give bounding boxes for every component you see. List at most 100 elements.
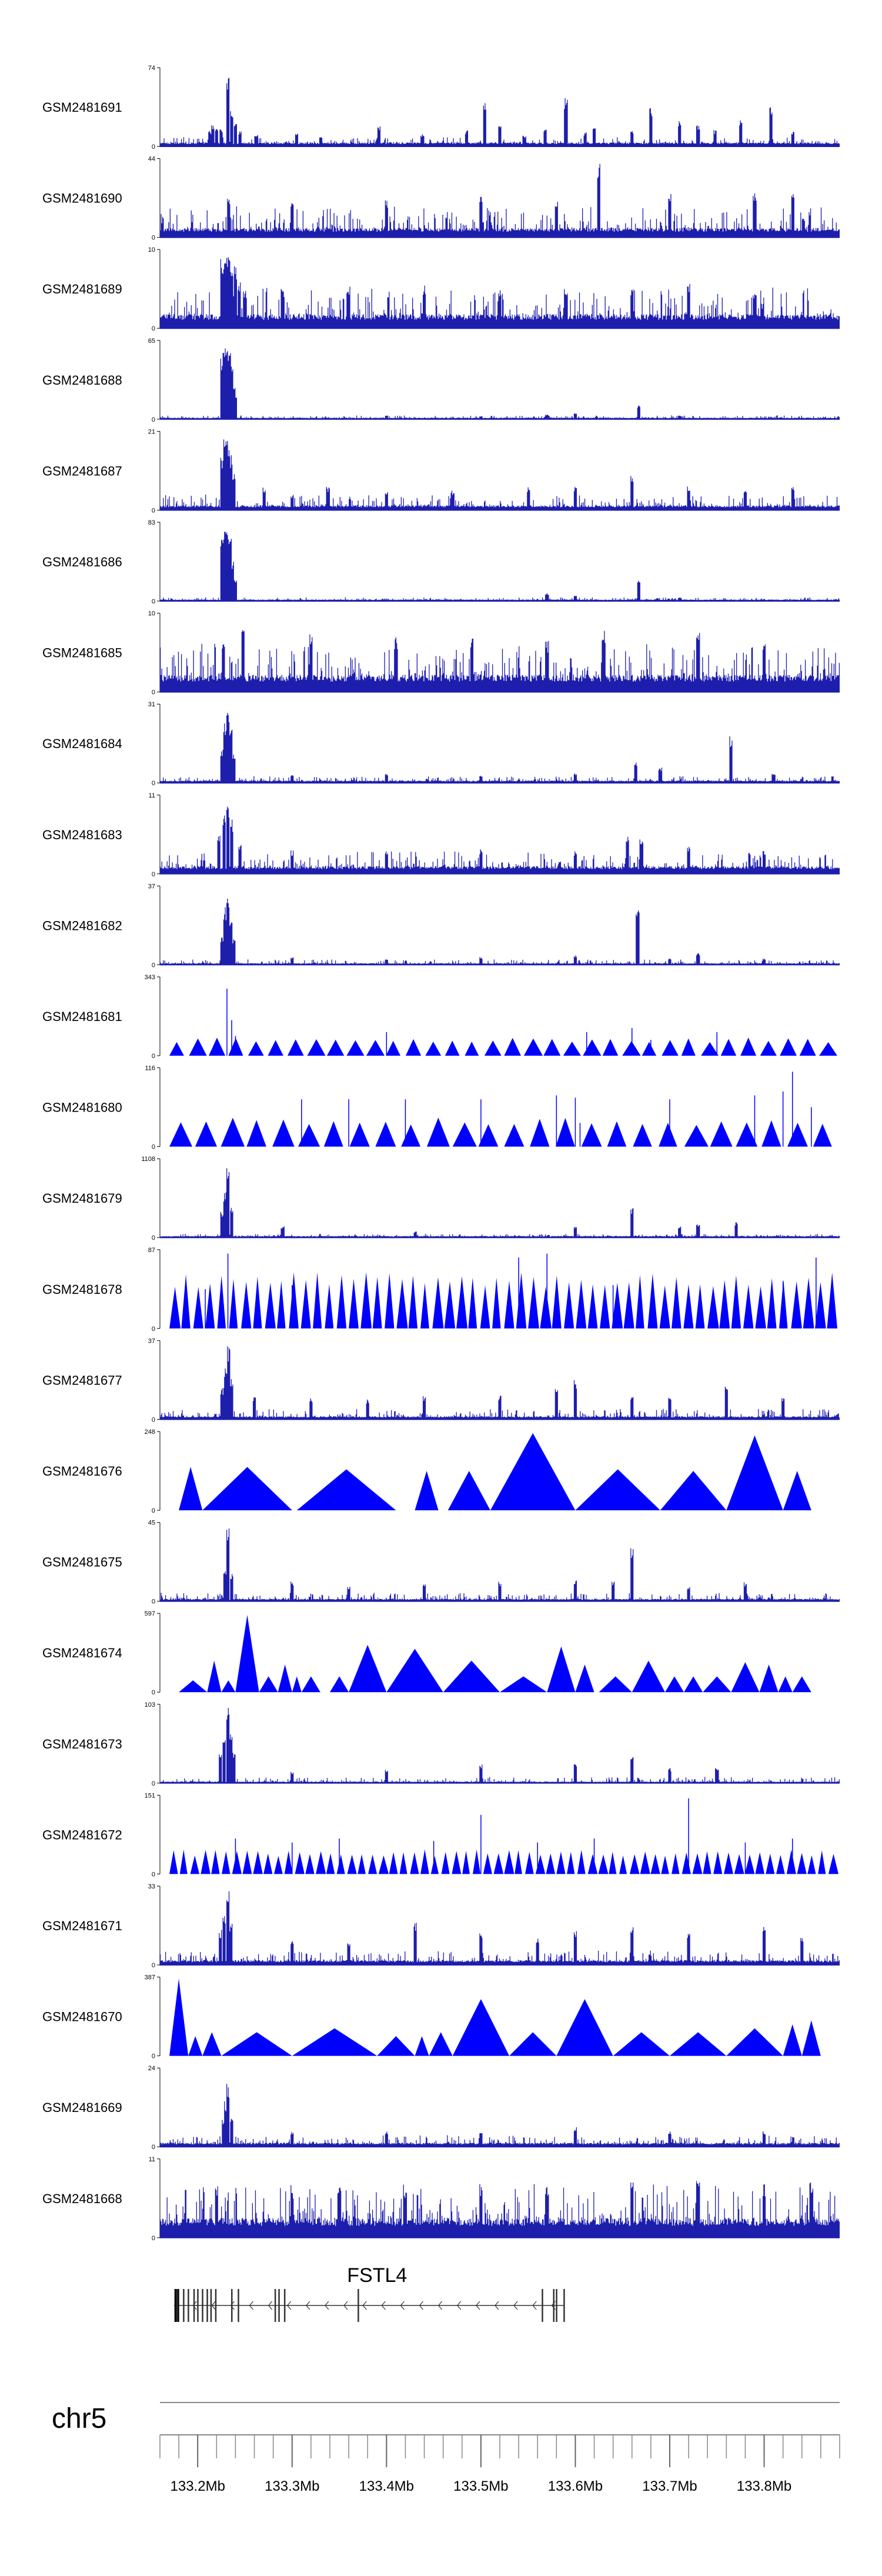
peak-triangle [640, 1851, 650, 1874]
strand-arrow [230, 2301, 235, 2310]
peak-triangle [726, 2028, 783, 2056]
peak-triangle [815, 1282, 826, 1329]
peak-triangle [736, 1122, 758, 1147]
gene-exon [206, 2289, 208, 2322]
strand-arrow [532, 2301, 537, 2310]
peak-triangle [707, 1286, 719, 1329]
peak-triangle [325, 1284, 334, 1329]
axis-tick-label: 133.6Mb [548, 2478, 603, 2494]
peak-triangle [480, 1285, 490, 1329]
peak-triangle [575, 1664, 594, 1693]
track-label: GSM2481685 [42, 646, 122, 660]
peak-triangle [292, 2028, 377, 2056]
gene-exon [283, 2289, 286, 2322]
strand-arrow [325, 2301, 329, 2310]
y-max-label: 21 [148, 428, 155, 435]
peak-triangle [221, 1680, 236, 1693]
peak-triangle [462, 1851, 470, 1874]
track-label: GSM2481691 [42, 100, 122, 115]
track-label: GSM2481689 [42, 282, 122, 296]
peak-triangle [296, 1469, 396, 1510]
gene-exon [238, 2289, 239, 2322]
track-label: GSM2481673 [42, 1737, 122, 1751]
peak-triangle [405, 1039, 422, 1056]
peak-triangle [671, 1277, 681, 1329]
peak-triangle [268, 1040, 283, 1056]
peak-triangle [575, 1469, 660, 1510]
peak-triangle [587, 1284, 598, 1329]
axis-tick-label: 133.7Mb [642, 2478, 697, 2494]
y-max-label: 10 [148, 246, 155, 253]
peak-triangle [552, 1275, 562, 1329]
peak-triangle [425, 1042, 442, 1056]
gene-exon [210, 2289, 212, 2322]
peak-triangle [248, 1041, 264, 1056]
track-label: GSM2481676 [42, 1464, 122, 1479]
peak-triangle [386, 1649, 443, 1693]
y-min-label: 0 [152, 1053, 155, 1060]
gene-exon [542, 2289, 543, 2322]
peak-triangle [509, 2032, 557, 2056]
peak-triangle [695, 1284, 705, 1329]
peak-triangle [783, 2024, 802, 2056]
track-gsm2481672: GSM2481672 151 0 [42, 1792, 838, 1878]
peak-triangle [259, 1676, 278, 1693]
y-max-label: 248 [145, 1429, 155, 1436]
peak-triangle [193, 1287, 203, 1329]
peak-triangle [447, 1471, 490, 1510]
peak-triangle [642, 1042, 657, 1056]
peak-triangle [346, 1040, 365, 1056]
peak-triangle [366, 1040, 385, 1056]
peak-triangle [169, 1287, 181, 1329]
strand-arrow [513, 2301, 518, 2310]
peak-triangle [743, 1284, 754, 1329]
gene-exon [556, 2289, 557, 2322]
peak-triangle [445, 1040, 460, 1056]
peak-triangle [336, 1274, 347, 1329]
gene-track: FSTL4 [174, 2264, 565, 2322]
track-label: GSM2481687 [42, 463, 122, 478]
y-max-label: 151 [145, 1792, 155, 1799]
y-max-label: 1108 [141, 1156, 155, 1163]
strand-arrow [400, 2301, 405, 2310]
peak-triangle [681, 1852, 691, 1874]
axis-tick-label: 133.8Mb [737, 2478, 791, 2494]
peak-triangle [797, 1853, 807, 1874]
gene-exon [358, 2289, 359, 2322]
peak-triangle [307, 1039, 326, 1056]
peak-triangle [547, 1646, 576, 1693]
coverage-bars [159, 1891, 840, 1965]
y-min-label: 0 [152, 1416, 155, 1423]
strand-arrow [306, 2301, 310, 2310]
peak-triangle [720, 1039, 737, 1056]
peak-triangle [298, 1124, 320, 1147]
peak-triangle [767, 1278, 777, 1329]
y-max-label: 11 [149, 2156, 155, 2163]
track-gsm2481676: GSM2481676 248 0 [42, 1429, 811, 1514]
peak-triangle [577, 1850, 586, 1874]
peak-triangle [786, 1850, 796, 1874]
track-label: GSM2481670 [42, 2010, 122, 2024]
peak-triangle [415, 2036, 429, 2056]
peak-triangle [761, 1120, 781, 1147]
strand-arrow [192, 2301, 197, 2310]
peak-triangle [323, 1121, 343, 1147]
y-min-label: 0 [152, 1780, 155, 1787]
y-max-label: 343 [145, 974, 155, 981]
y-min-label: 0 [152, 689, 155, 696]
track-label: GSM2481678 [42, 1282, 122, 1297]
y-max-label: 37 [148, 883, 155, 890]
peak-triangle [169, 1850, 178, 1874]
peak-triangle [602, 1039, 619, 1056]
peak-triangle [274, 1856, 283, 1874]
coverage-bars [159, 1707, 840, 1783]
peak-triangle [607, 1121, 627, 1147]
peak-triangle [241, 1282, 252, 1329]
peak-triangle [456, 1276, 467, 1329]
peak-triangle [576, 1280, 587, 1329]
gene-exon [183, 2289, 185, 2322]
strand-arrow [456, 2301, 462, 2310]
peak-triangle [636, 1274, 644, 1329]
peak-triangle [410, 1852, 419, 1874]
y-max-label: 44 [148, 156, 155, 163]
